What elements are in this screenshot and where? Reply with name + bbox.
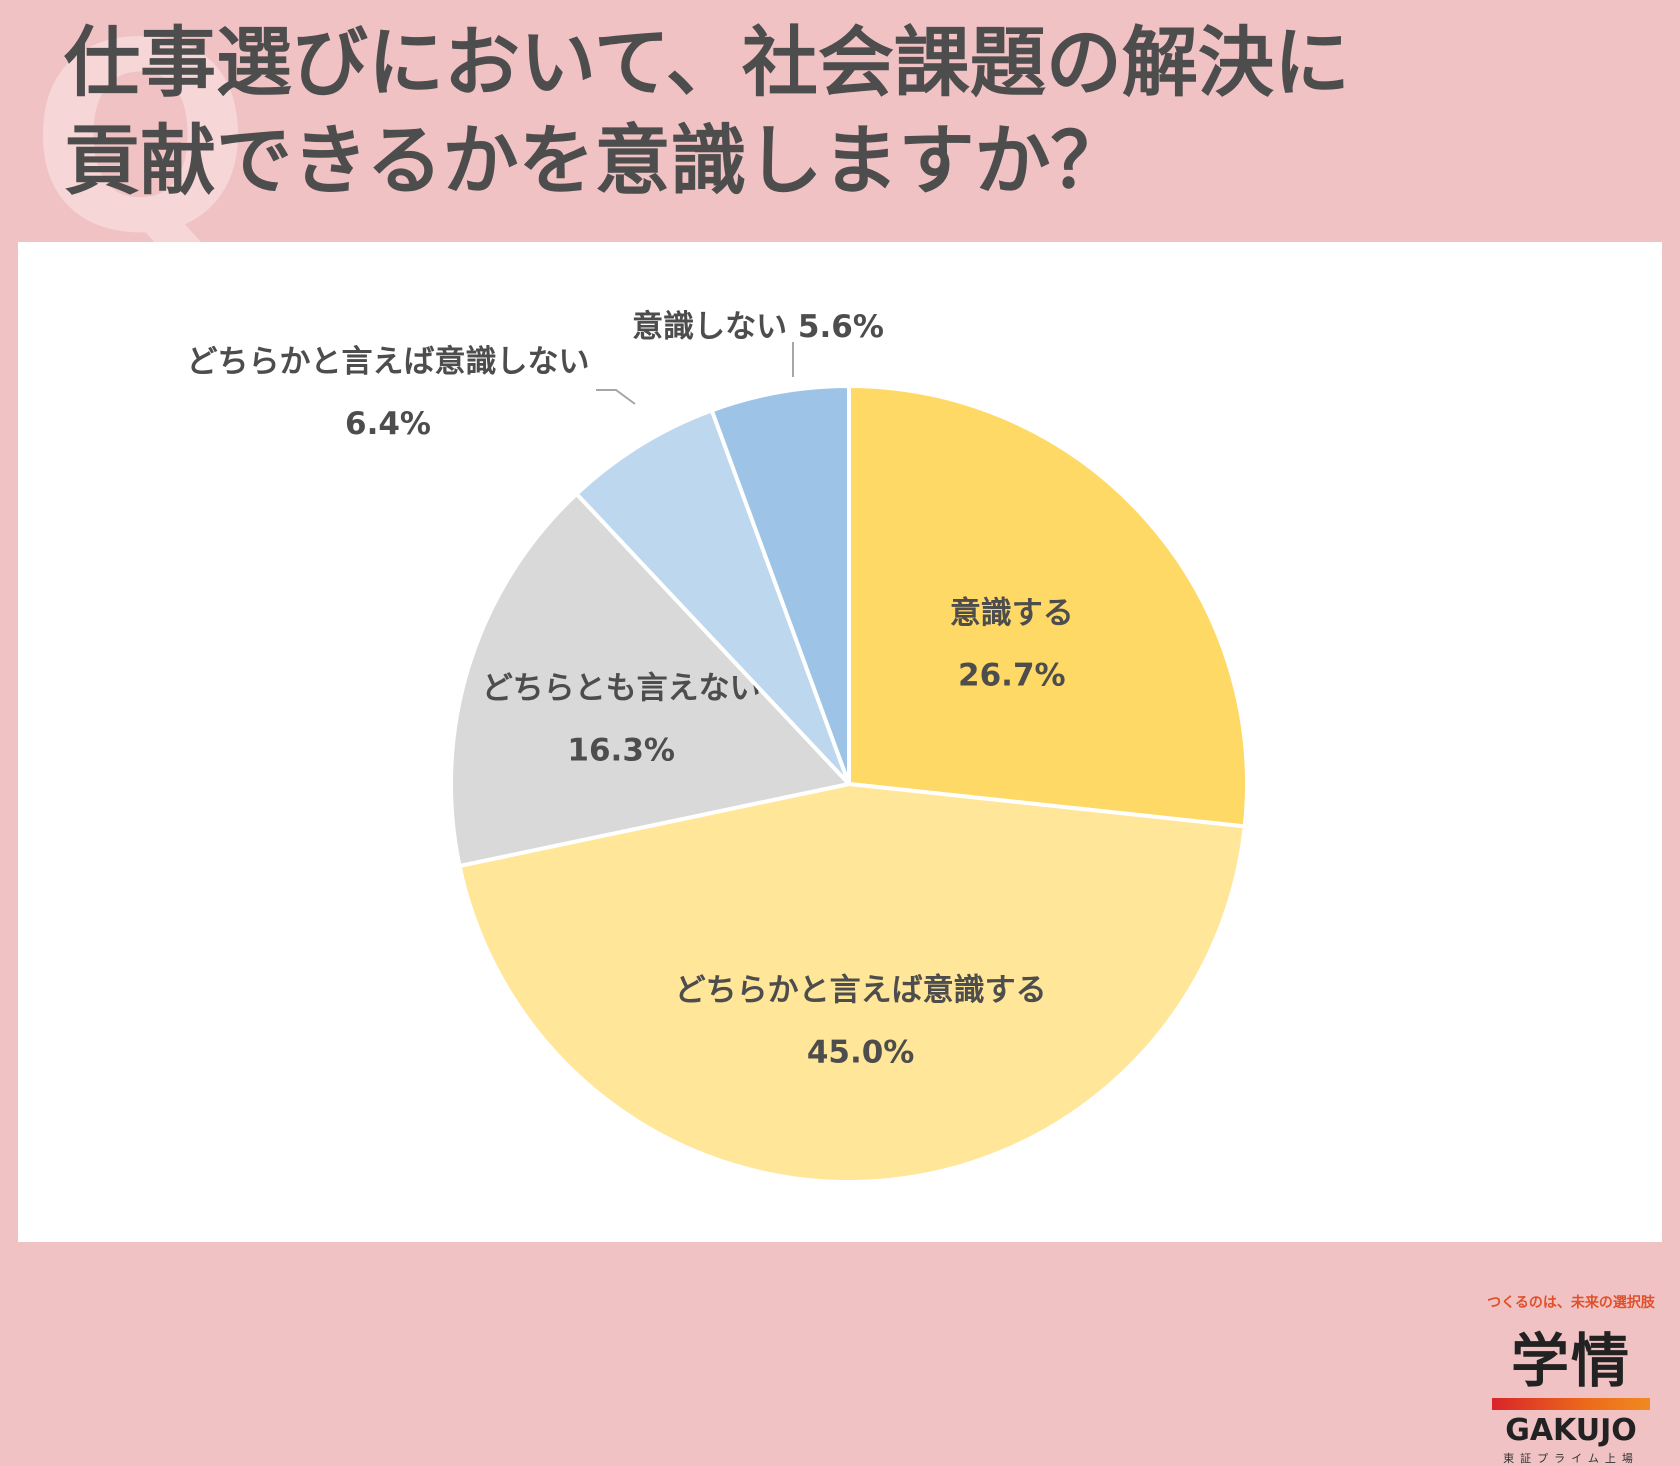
brand-bar <box>1492 1398 1650 1410</box>
brand-name-ja: 学情 <box>1510 1327 1631 1395</box>
pie-slice-4 <box>573 407 851 786</box>
slice-value-3: 16.3% <box>567 732 675 768</box>
pie-slice-2 <box>457 781 1247 1184</box>
slice-label-4: どちらかと言えば意識しない <box>187 344 590 380</box>
pie-slice-3 <box>449 491 853 869</box>
brand-sub: 東証プライム上場 <box>1503 1452 1639 1465</box>
pie-chart: 意識する 26.7% どちらかと言えば意識する 45.0% どちらとも言えない 16.3%… <box>187 309 1249 1184</box>
leader-line-4 <box>596 389 636 405</box>
chart-panel: 意識する 26.7% どちらかと言えば意識する 45.0% どちらとも言えない 16.3%… <box>18 242 1662 1465</box>
slice-label-2: どちらかと言えば意識する <box>675 973 1047 1009</box>
slice-label-5: 意識しない 5.6% <box>632 309 884 345</box>
brand-logo: つくるのは、未来の選択肢 学情 GAKUJO 東証プライム上場 <box>1476 1292 1666 1466</box>
title-line-2: 貢献できるかを意識しますか？ <box>64 116 1127 205</box>
slice-label-1: 意識する <box>950 596 1074 632</box>
slice-value-4: 6.4% <box>345 406 431 442</box>
pie-slice-1 <box>847 383 1249 829</box>
slice-label-3: どちらとも言えない <box>482 670 761 706</box>
brand-tagline: つくるのは、未来の選択肢 <box>1487 1295 1655 1311</box>
title-line-1: 仕事選びにおいて、社会課題の解決に <box>64 18 1350 107</box>
slice-value-1: 26.7% <box>958 658 1066 694</box>
page-title: 仕事選びにおいて、社会課題の解決に 貢献できるかを意識しますか？ <box>64 14 1644 210</box>
pie-slice-5 <box>709 383 851 785</box>
q-mark: Q <box>30 0 252 291</box>
slice-value-2: 45.0% <box>807 1035 915 1071</box>
brand-name-en: GAKUJO <box>1505 1413 1637 1448</box>
